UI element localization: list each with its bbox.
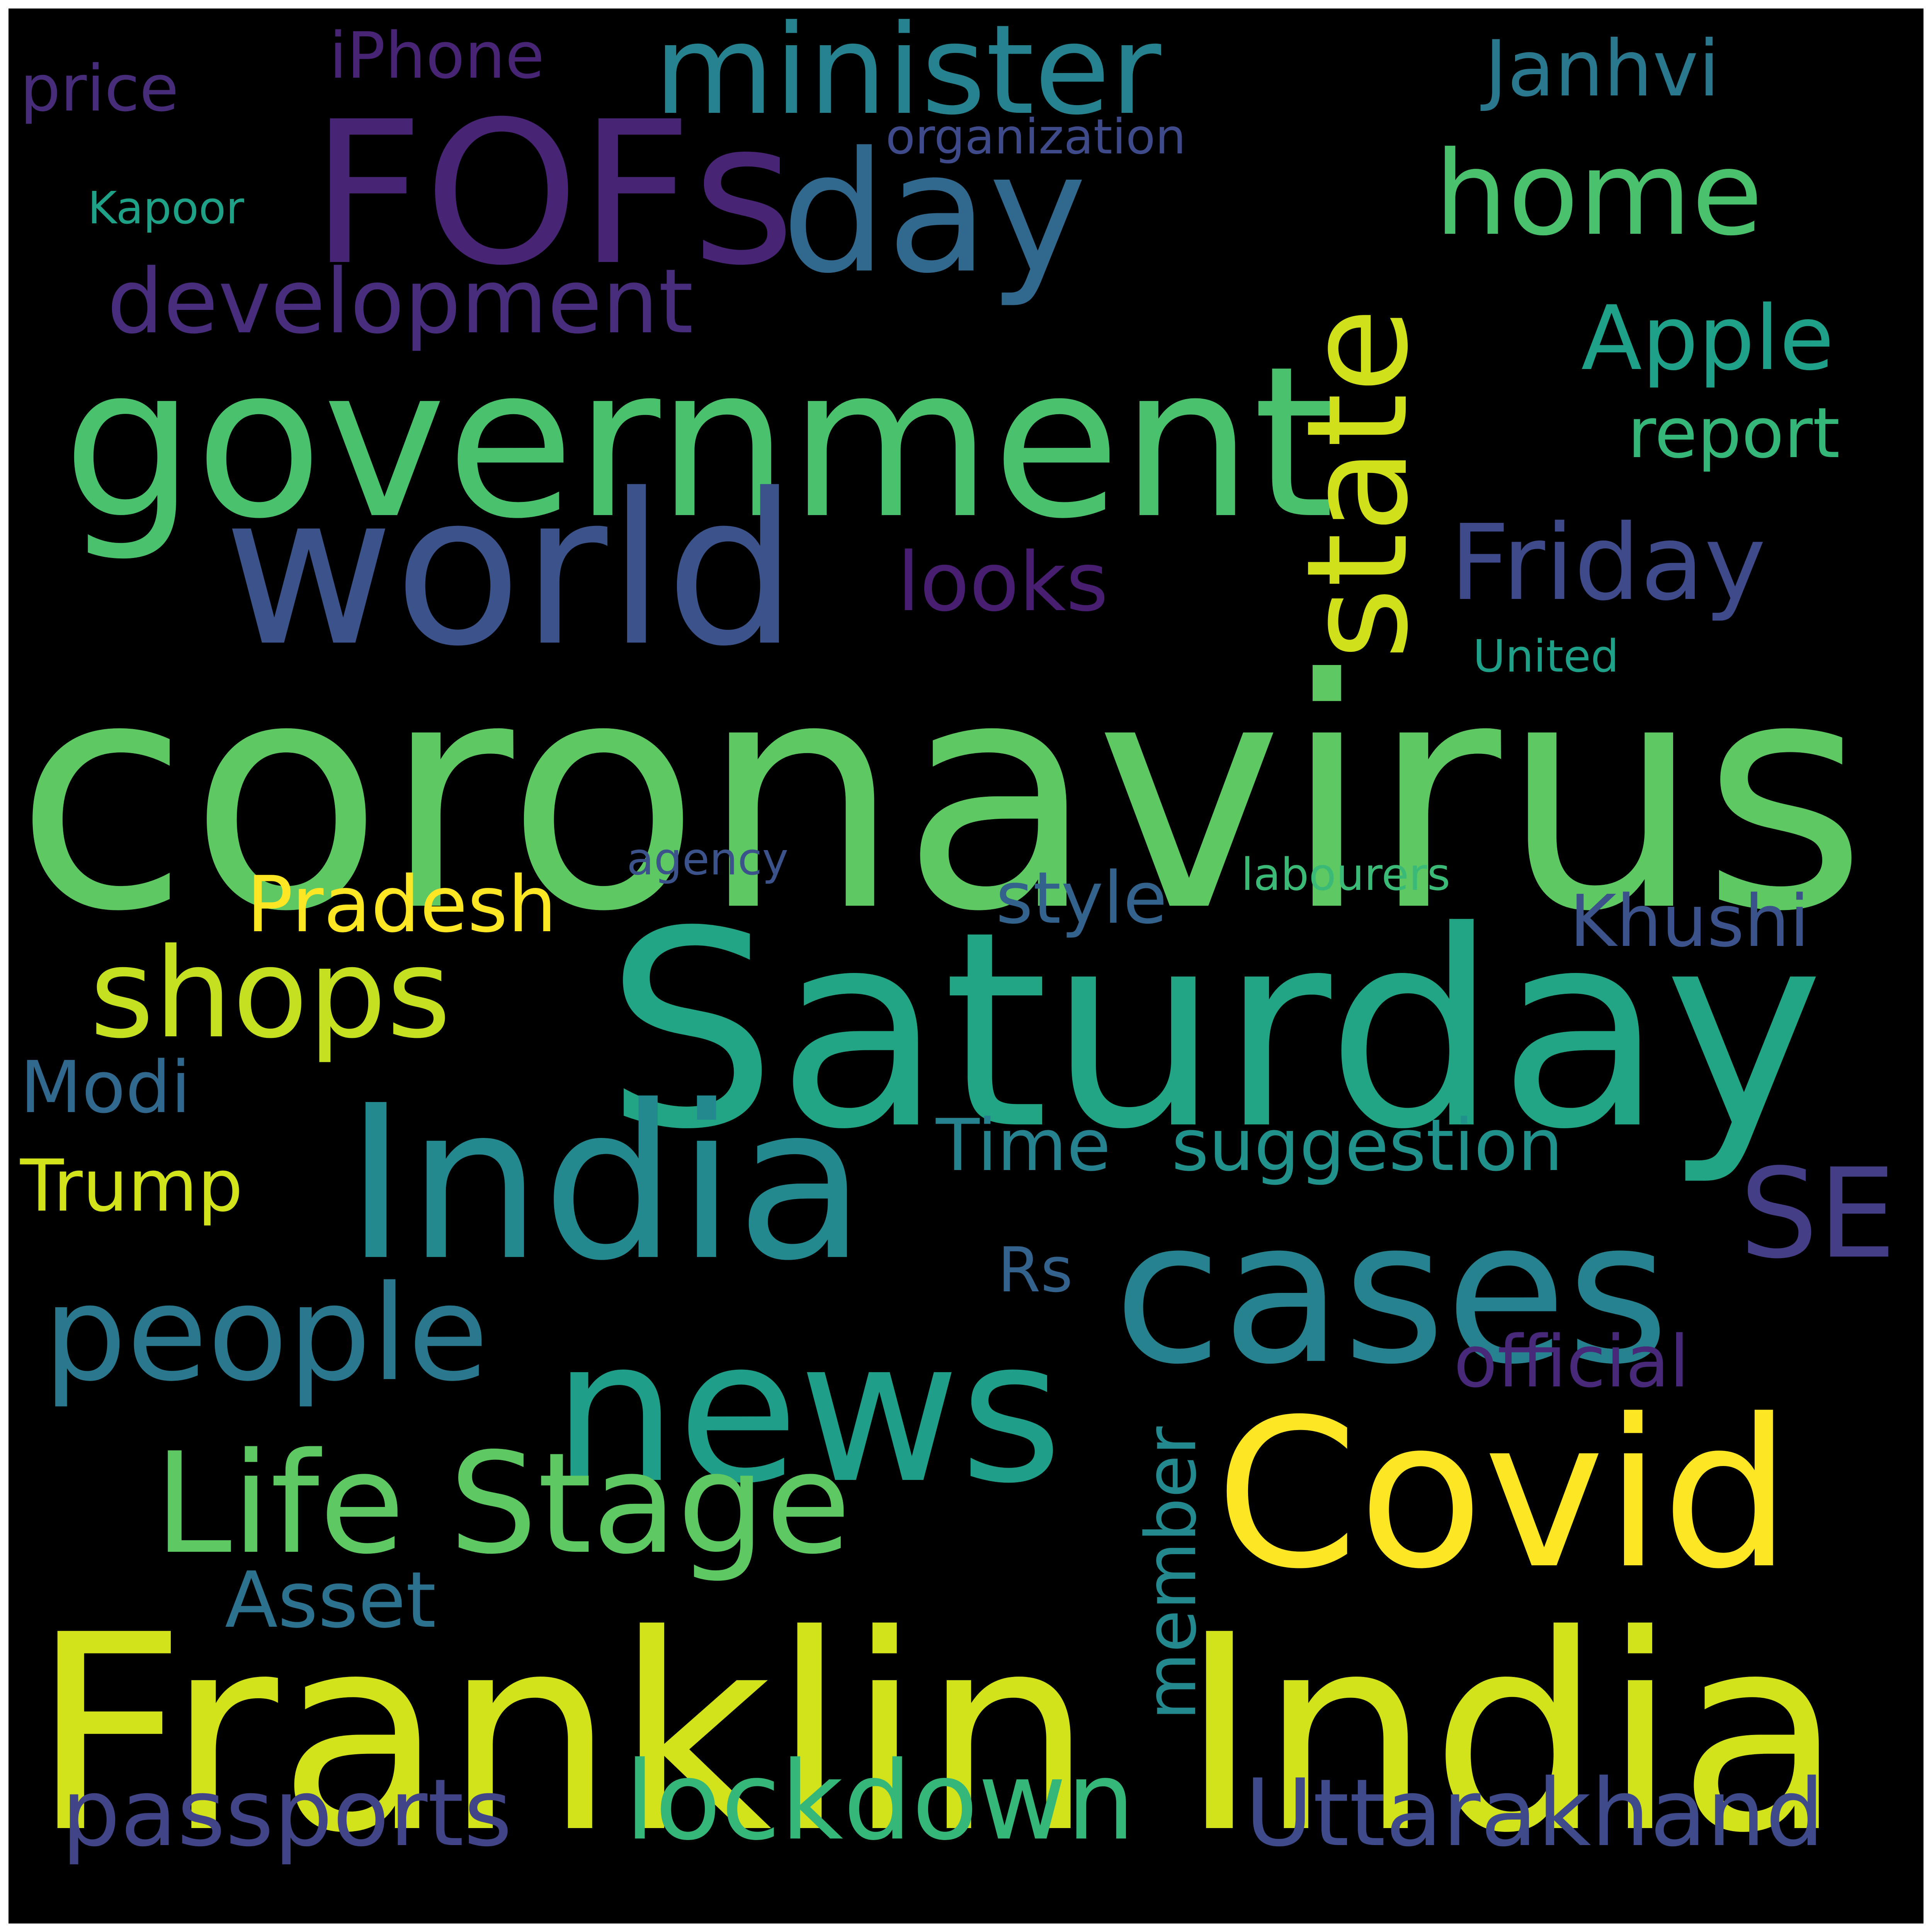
word-apple: Apple <box>1581 287 1834 390</box>
word-labourers: labourers <box>1241 849 1451 901</box>
word-day: day <box>781 117 1087 310</box>
word-asset: Asset <box>225 1555 436 1645</box>
word-time: Time <box>936 1104 1111 1187</box>
word-passports: passports <box>61 1759 512 1867</box>
word-agency: agency <box>627 833 789 885</box>
word-development: development <box>107 250 694 354</box>
word-member: member <box>1131 1426 1212 1720</box>
word-life-stage: Life Stage <box>154 1423 851 1585</box>
word-franklin-india: Franklin India <box>31 1577 1844 1892</box>
word-news: news <box>553 1298 1063 1527</box>
word-khushi: Khushi <box>1570 879 1810 963</box>
word-modi: Modi <box>20 1046 191 1129</box>
word-se: SE <box>1740 1142 1896 1286</box>
word-iphone: iPhone <box>329 19 544 93</box>
word-coronavirus: coronavirus <box>15 612 1867 981</box>
word-kapoor: Kapoor <box>88 182 244 234</box>
word-suggestion: suggestion <box>1172 1104 1563 1187</box>
word-price: price <box>20 51 179 126</box>
word-cloud: coronavirus Saturday Franklin India gove… <box>9 9 1923 1923</box>
word-friday: Friday <box>1450 502 1766 624</box>
word-united: United <box>1473 631 1619 682</box>
word-state: state <box>1277 308 1439 660</box>
word-uttarakhand: Uttarakhand <box>1245 1759 1825 1867</box>
word-home: home <box>1434 126 1763 261</box>
word-rs: Rs <box>998 1234 1073 1306</box>
word-world: world <box>223 449 798 692</box>
word-government: government <box>63 322 1335 565</box>
word-looks: looks <box>897 535 1109 629</box>
word-saturday: Saturday <box>605 874 1824 1189</box>
word-janhvi: Janhvi <box>1485 24 1720 114</box>
word-trump: Trump <box>20 1144 243 1228</box>
word-people: people <box>43 1257 489 1410</box>
word-covid: Covid <box>1215 1375 1792 1614</box>
word-organization: organization <box>886 109 1186 165</box>
word-cases: cases <box>1114 1179 1670 1408</box>
word-india: India <box>345 1060 866 1307</box>
word-report: report <box>1628 393 1840 474</box>
word-official: official <box>1454 1320 1689 1403</box>
word-pradesh: Pradesh <box>247 860 557 950</box>
word-style: style <box>996 856 1167 940</box>
word-lockdown: lockdown <box>625 1738 1135 1864</box>
word-fofs: FOFs <box>311 80 795 309</box>
word-minister: minister <box>654 9 1161 142</box>
word-shops: shops <box>90 922 451 1066</box>
